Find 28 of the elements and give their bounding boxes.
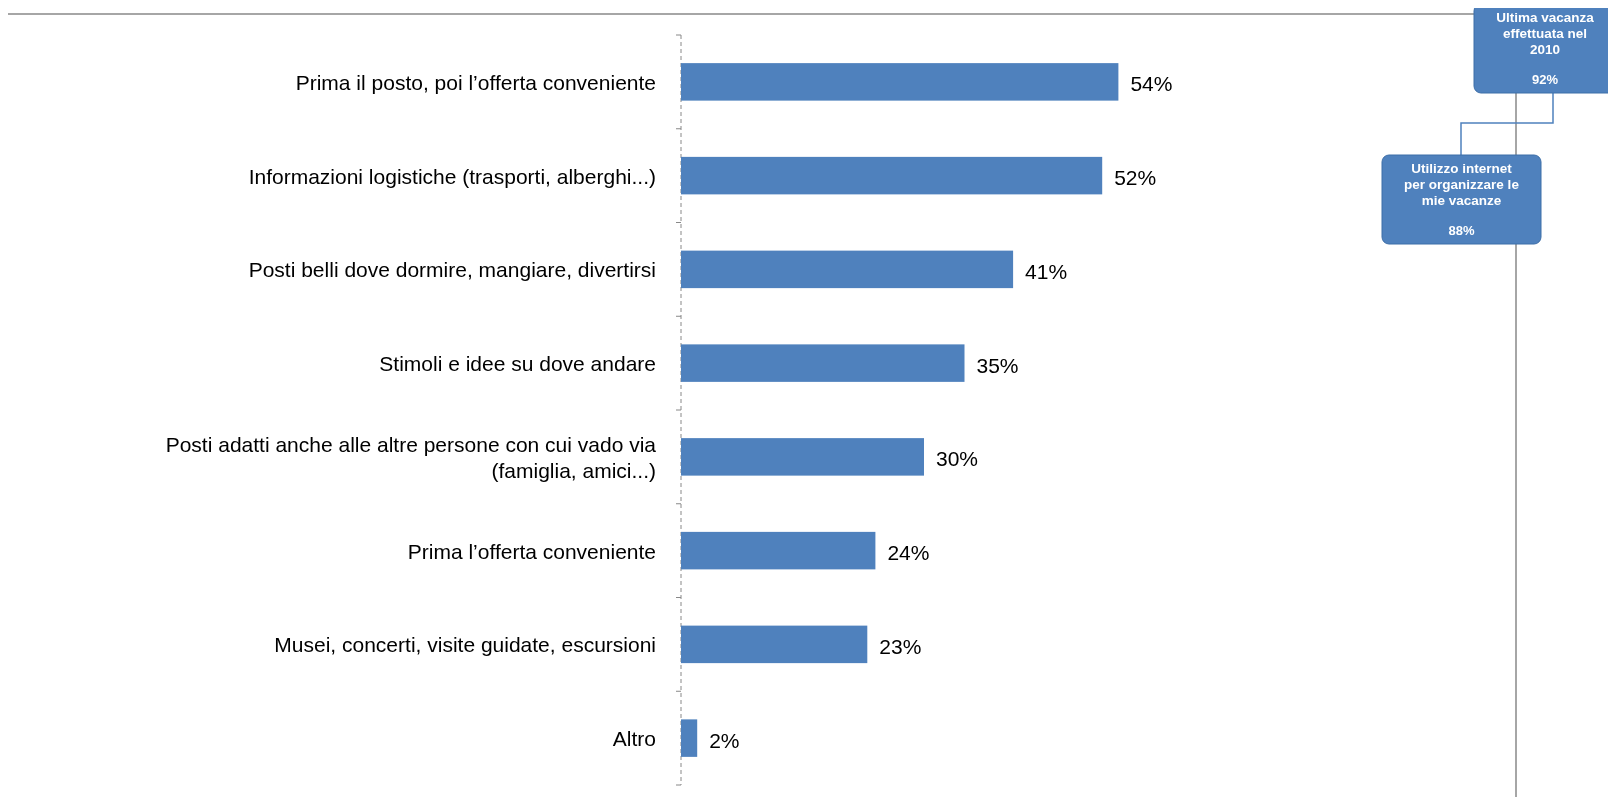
bar [681,250,1014,289]
text: 88% [1448,223,1475,238]
data-label: 35% [976,353,1019,377]
bar [681,344,965,382]
bar [681,719,698,757]
data-label: 23% [879,634,922,658]
y-tick-label: Musei, concerti, visite guidate, escursioni [274,632,656,656]
data-label: 2% [709,728,740,752]
data-label: 30% [936,447,979,471]
data-label: 24% [887,541,930,565]
bar [681,438,924,476]
bar [681,63,1119,101]
bar [681,156,1103,195]
y-tick-label: Prima il posto, poi l’offerta conveniente [295,70,656,94]
data-label: 54% [1130,72,1173,96]
bar [681,531,876,570]
y-tick-label: Posti adatti anche alle altre persone con cui vado via (famiglia, amici...) [165,432,657,482]
bar [681,625,868,664]
y-tick-label: Posti belli dove dormire, mangiare, divertirsi [248,257,656,281]
y-tick-label: Informazioni logistiche (trasporti, alberghi...) [248,164,656,188]
y-tick-label: Prima l’offerta conveniente [407,539,656,563]
data-label: 52% [1114,166,1157,190]
y-tick-label: Altro [612,726,656,750]
data-label: 41% [1025,259,1068,283]
y-tick-label: Stimoli e idee su dove andare [379,351,656,375]
text: 92% [1531,72,1559,87]
text: Utilizzo internet per organizzare le mie vacanze [1404,161,1520,208]
text: Ultima vacanza effettuata nel 2010 [1496,10,1595,57]
